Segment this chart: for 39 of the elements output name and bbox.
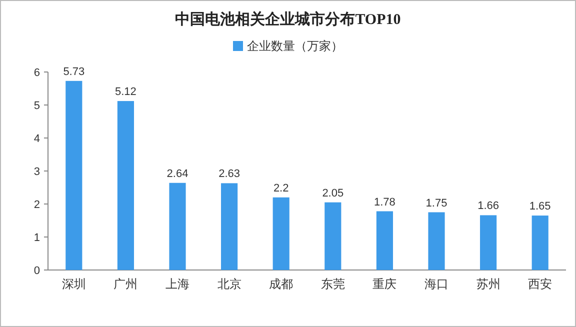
bar — [532, 216, 548, 270]
data-label: 5.12 — [114, 86, 136, 98]
bar — [221, 183, 238, 270]
x-tick-label: 西安 — [528, 277, 552, 291]
y-tick-label: 5 — [34, 100, 40, 112]
chart-title: 中国电池相关企业城市分布TOP10 — [175, 10, 401, 28]
y-tick-label: 3 — [34, 166, 40, 178]
bar — [272, 197, 290, 270]
data-label: 2.05 — [322, 187, 344, 200]
bar — [66, 80, 82, 270]
x-tick-label: 海口 — [424, 277, 448, 291]
data-label: 1.66 — [478, 200, 500, 212]
data-label: 2.63 — [218, 168, 240, 180]
y-tick-label: 4 — [34, 133, 40, 145]
data-label: 2.64 — [166, 168, 188, 180]
data-label: 2.2 — [273, 182, 289, 194]
x-tick-label: 广州 — [114, 277, 138, 291]
data-label: 1.75 — [426, 197, 448, 210]
x-tick-label: 北京 — [217, 277, 242, 291]
y-tick-label: 6 — [34, 67, 40, 79]
bar — [376, 211, 393, 270]
data-label: 1.65 — [529, 200, 551, 213]
data-label: 5.73 — [63, 66, 85, 78]
bar — [117, 101, 134, 270]
y-tick-label: 2 — [34, 199, 40, 211]
bar — [480, 215, 497, 270]
x-tick-label: 重庆 — [372, 277, 397, 291]
data-label: 1.78 — [374, 196, 396, 208]
bar — [428, 212, 445, 270]
y-tick-label: 1 — [34, 232, 40, 244]
x-tick-label: 上海 — [166, 277, 190, 291]
bar — [169, 182, 186, 270]
y-tick-label: 0 — [34, 265, 40, 277]
x-tick-label: 深圳 — [62, 277, 86, 291]
x-tick-label: 苏州 — [476, 277, 500, 291]
bar — [324, 202, 342, 270]
legend-label: 企业数量（万家） — [247, 39, 343, 53]
x-tick-label: 成都 — [269, 277, 294, 291]
x-tick-label: 东莞 — [320, 277, 345, 291]
